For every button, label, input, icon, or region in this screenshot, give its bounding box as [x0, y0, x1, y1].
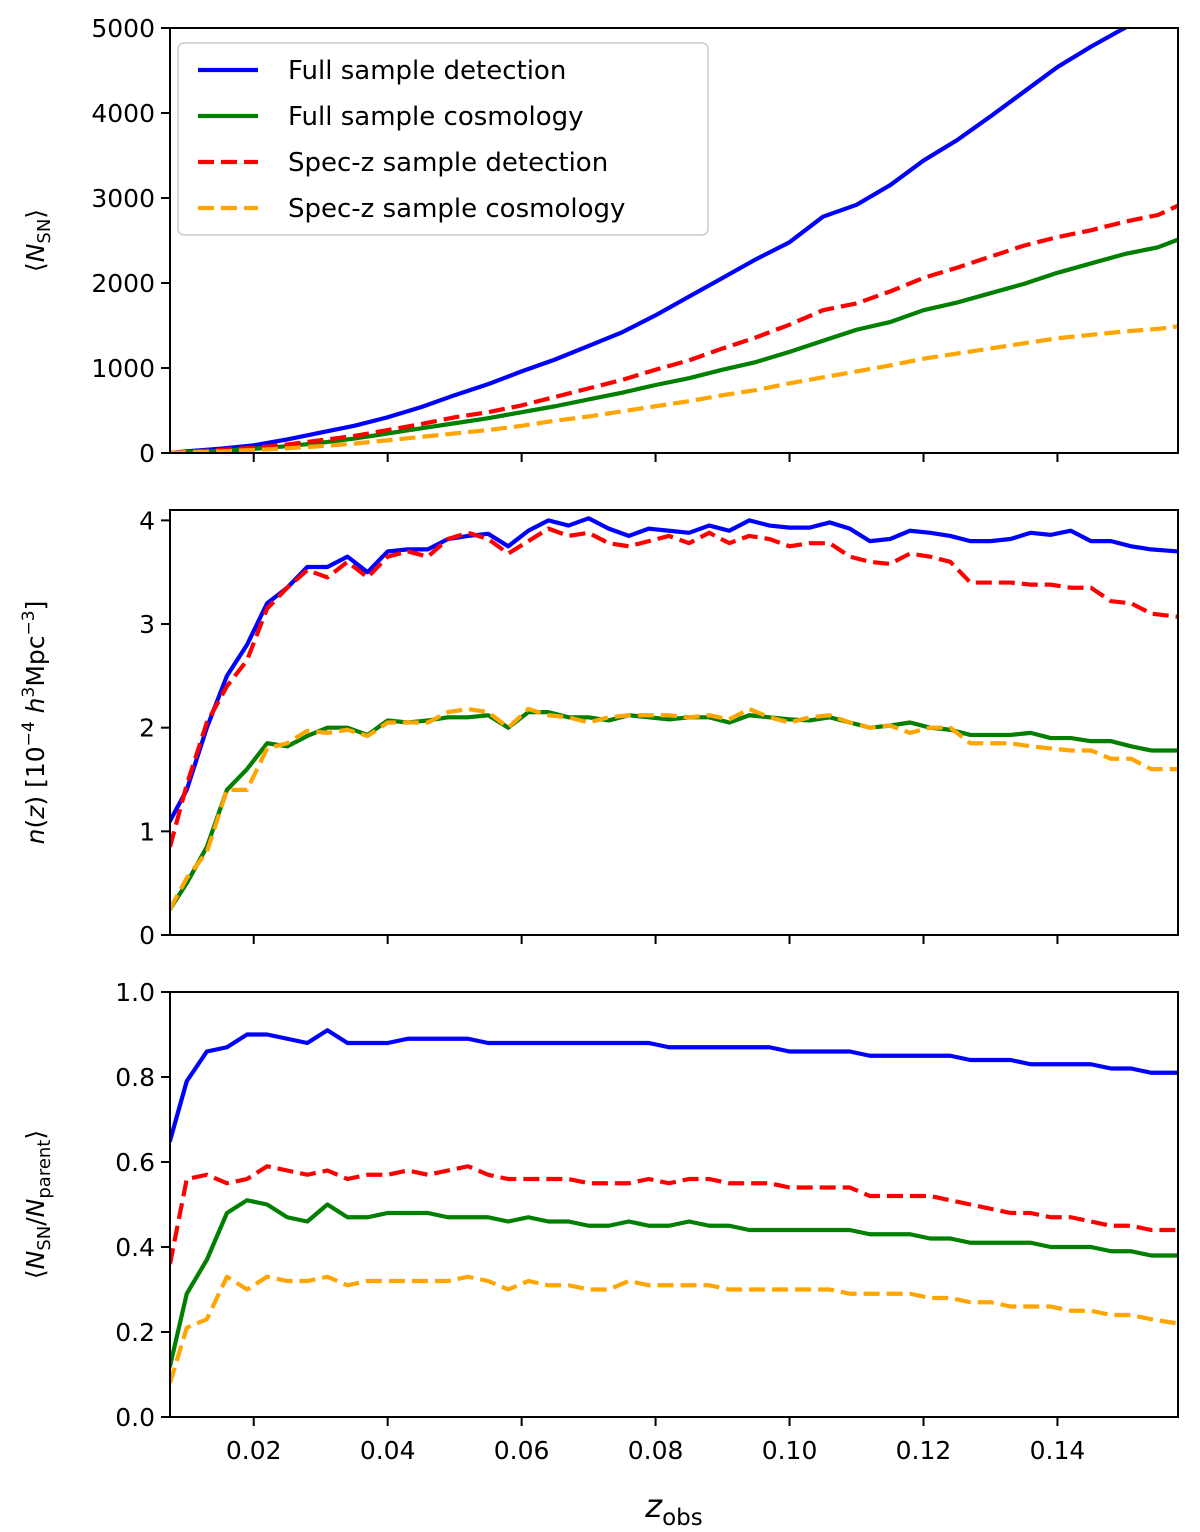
x-axis-label: zobs	[644, 1487, 702, 1531]
series-line-spec-z-sample-detection	[170, 203, 1178, 453]
series-line-full-sample-detection	[170, 516, 1178, 824]
panel-3: 0.0 0.2 0.4 0.6 0.8 1.0 0.02 0.04 0.06 0.08 0.10 0.…	[21, 978, 1179, 1531]
y-tick-label: 0.2	[115, 1318, 155, 1347]
series-line-full-sample-cosmology	[170, 1198, 1178, 1369]
series-line-spec-z-sample-detection	[170, 1164, 1178, 1265]
y-tick-label: 5000	[91, 14, 155, 43]
y-axis-label: ⟨NSN⟩	[21, 209, 55, 272]
y-tick-label: 0.0	[115, 1403, 155, 1432]
legend-entry: Spec-z sample cosmology	[288, 194, 625, 224]
y-tick-label: 4	[139, 506, 155, 535]
x-tick-label: 0.12	[896, 1436, 952, 1465]
legend-entry: Spec-z sample detection	[288, 148, 608, 178]
panel-2: 0 1 2 3 4 n(z) [10−4 h3Mpc−3]	[19, 506, 1179, 950]
series-group	[170, 28, 1178, 453]
y-tick-label: 0.4	[115, 1233, 155, 1262]
series-line-full-sample-cosmology	[170, 710, 1178, 912]
series-group	[170, 1028, 1178, 1384]
series-line-spec-z-sample-detection	[170, 526, 1178, 848]
series-line-spec-z-sample-cosmology	[170, 706, 1178, 911]
y-tick-label: 1	[139, 817, 155, 846]
x-tick-label: 0.14	[1030, 1436, 1086, 1465]
series-line-spec-z-sample-cosmology	[170, 1274, 1178, 1384]
x-tick-label: 0.04	[360, 1436, 416, 1465]
series-line-full-sample-detection	[170, 28, 1130, 453]
axes-frame	[169, 509, 1179, 936]
series-line-full-sample-cosmology	[170, 237, 1178, 453]
y-axis-label: ⟨NSN/Nparent⟩	[21, 1130, 55, 1279]
x-tick-label: 0.10	[762, 1436, 818, 1465]
legend-entry: Full sample cosmology	[288, 102, 584, 132]
y-tick-label: 0	[139, 439, 155, 468]
panel-1: 0 1000 2000 3000 4000 5000 ⟨NSN⟩ Full sample de…	[21, 14, 1179, 468]
x-tick-label: 0.08	[628, 1436, 684, 1465]
y-tick-label: 1.0	[115, 978, 155, 1007]
y-tick-label: 0	[139, 921, 155, 950]
axes-frame	[169, 27, 1179, 454]
legend-entry: Full sample detection	[288, 56, 566, 86]
y-axis-label: n(z) [10−4 h3Mpc−3]	[19, 601, 50, 845]
series-group	[170, 516, 1178, 912]
legend-box	[177, 42, 709, 236]
y-tick-label: 2	[139, 714, 155, 743]
y-tick-label: 2000	[91, 269, 155, 298]
series-line-full-sample-detection	[170, 1028, 1178, 1143]
y-tick-label: 4000	[91, 99, 155, 128]
y-tick-label: 1000	[91, 354, 155, 383]
x-tick-label: 0.02	[226, 1436, 282, 1465]
series-line-spec-z-sample-cosmology	[170, 324, 1178, 453]
axes-frame	[169, 991, 1179, 1418]
panels-group: 0 1000 2000 3000 4000 5000 ⟨NSN⟩ Full sample de…	[19, 14, 1179, 1531]
legend: Full sample detection Full sample cosmolo…	[177, 42, 709, 236]
y-tick-label: 0.8	[115, 1063, 155, 1092]
x-tick-label: 0.06	[494, 1436, 550, 1465]
y-tick-label: 0.6	[115, 1148, 155, 1177]
y-tick-label: 3	[139, 610, 155, 639]
y-tick-label: 3000	[91, 184, 155, 213]
